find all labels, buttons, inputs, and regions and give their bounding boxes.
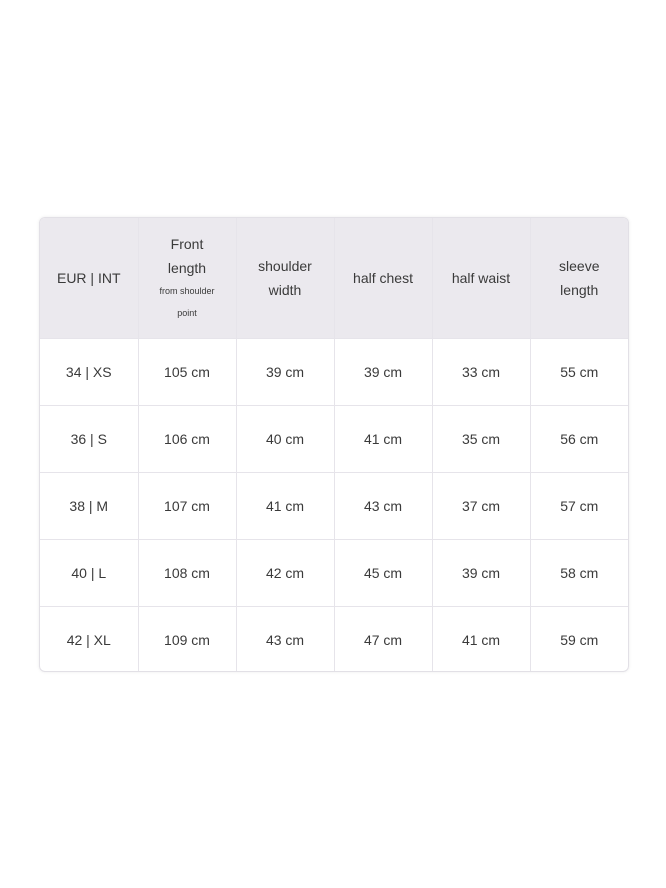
table-cell: 39 cm bbox=[432, 539, 531, 607]
column-header: shoulder width bbox=[236, 218, 335, 339]
table-cell: 58 cm bbox=[530, 539, 628, 607]
table-cell: 56 cm bbox=[530, 405, 628, 473]
table-cell: 42 cm bbox=[236, 539, 335, 607]
column-header-label: EUR | INT bbox=[56, 269, 121, 286]
table-cell: 34 | XS bbox=[40, 338, 139, 406]
column-header: half chest bbox=[334, 218, 433, 339]
size-table: EUR | INT Front length from shoulder point… bbox=[40, 218, 628, 671]
table-row: 42 | XL 109 cm 43 cm 47 cm 41 cm 59 cm bbox=[40, 606, 628, 671]
header-row: EUR | INT Front length from shoulder point… bbox=[40, 218, 628, 339]
size-chart: EUR | INT Front length from shoulder point… bbox=[39, 217, 629, 672]
column-header-label: Front length bbox=[167, 235, 207, 276]
table-cell: 55 cm bbox=[530, 338, 628, 406]
column-header-label: sleeve length bbox=[559, 257, 600, 298]
table-row: 34 | XS 105 cm 39 cm 39 cm 33 cm 55 cm bbox=[40, 338, 628, 406]
table-cell: 36 | S bbox=[40, 405, 139, 473]
column-header-label: shoulder width bbox=[258, 257, 312, 298]
table-cell: 108 cm bbox=[138, 539, 237, 607]
table-cell: 42 | XL bbox=[40, 606, 139, 671]
table-cell: 43 cm bbox=[236, 606, 335, 671]
table-cell: 43 cm bbox=[334, 472, 433, 540]
column-header: Front length from shoulder point bbox=[138, 218, 237, 339]
table-cell: 105 cm bbox=[138, 338, 237, 406]
table-row: 38 | M 107 cm 41 cm 43 cm 37 cm 57 cm bbox=[40, 472, 628, 540]
table-cell: 41 cm bbox=[334, 405, 433, 473]
column-header: sleeve length bbox=[530, 218, 628, 339]
table-cell: 39 cm bbox=[334, 338, 433, 406]
table-cell: 33 cm bbox=[432, 338, 531, 406]
table-cell: 59 cm bbox=[560, 631, 599, 648]
table-cell: 107 cm bbox=[138, 472, 237, 540]
column-header-label: half waist bbox=[451, 269, 511, 286]
table-cell: 38 | M bbox=[40, 472, 139, 540]
table-cell: 45 cm bbox=[334, 539, 433, 607]
table-cell: 41 cm bbox=[236, 472, 335, 540]
column-header-sublabel: from shoulder point bbox=[159, 285, 215, 318]
table-cell: 35 cm bbox=[432, 405, 531, 473]
table-row: 36 | S 106 cm 40 cm 41 cm 35 cm 56 cm bbox=[40, 405, 628, 473]
table-cell: 106 cm bbox=[138, 405, 237, 473]
table-cell: 41 cm bbox=[432, 606, 531, 671]
table-cell: 57 cm bbox=[530, 472, 628, 540]
table-cell: 40 | L bbox=[40, 539, 139, 607]
column-header-label: half chest bbox=[353, 269, 413, 286]
column-header: EUR | INT bbox=[40, 218, 139, 339]
table-cell: 39 cm bbox=[236, 338, 335, 406]
table-cell: 109 cm bbox=[138, 606, 237, 671]
column-header: half waist bbox=[432, 218, 531, 339]
table-cell: 40 cm bbox=[236, 405, 335, 473]
table-cell: 47 cm bbox=[334, 606, 433, 671]
table-row: 40 | L 108 cm 42 cm 45 cm 39 cm 58 cm bbox=[40, 539, 628, 607]
table-cell: 37 cm bbox=[432, 472, 531, 540]
